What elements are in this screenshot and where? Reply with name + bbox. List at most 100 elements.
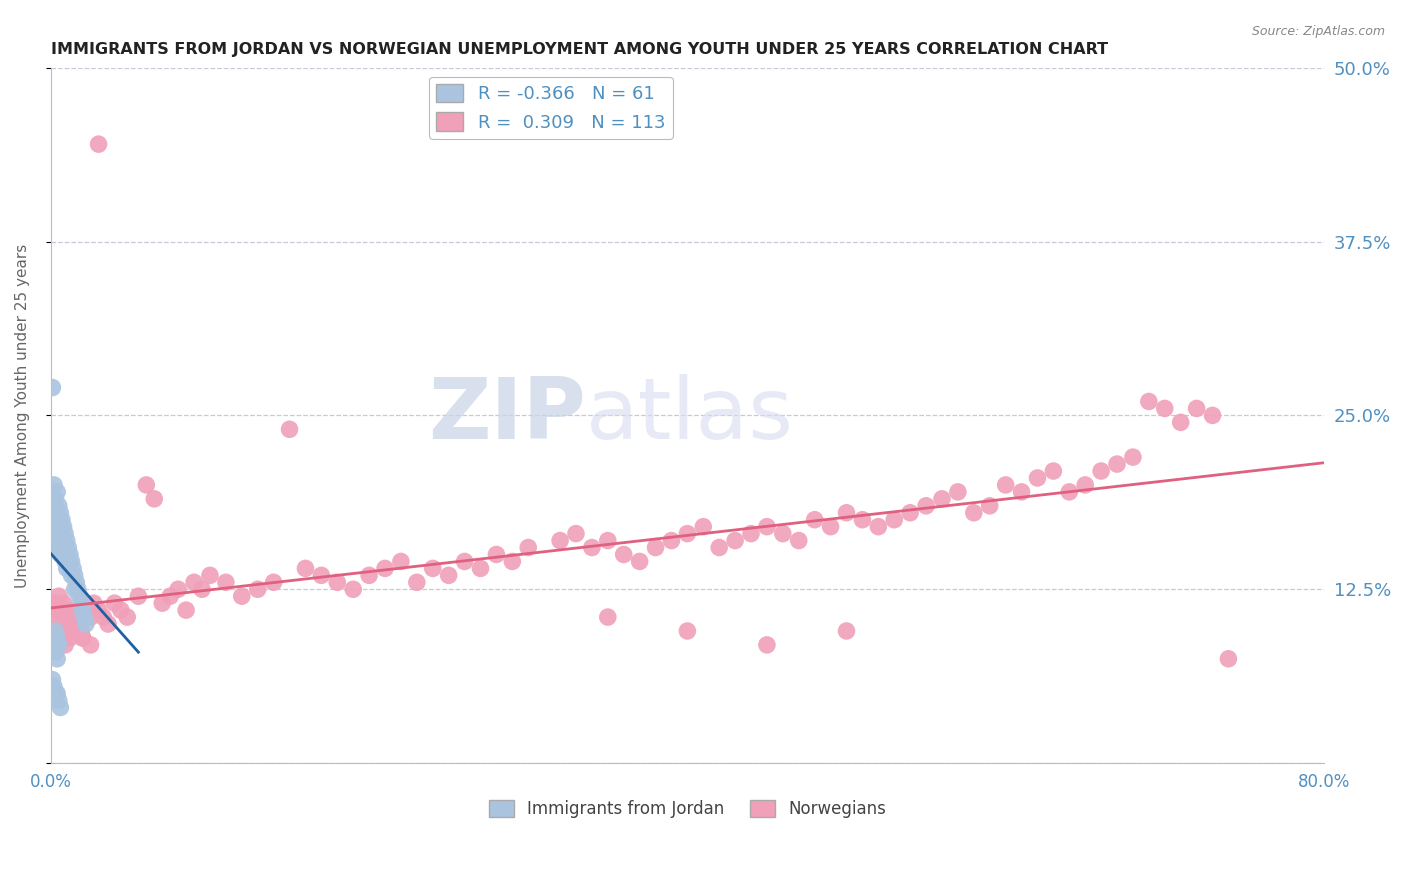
Point [62,561,84,575]
Point [453,554,475,568]
Point [58,624,80,638]
Point [49,519,72,533]
Point [755,638,778,652]
Point [48,499,70,513]
Point [755,519,778,533]
Point [53,541,76,555]
Point [55,561,77,575]
Point [46,652,69,666]
Point [53,638,76,652]
Point [159,589,181,603]
Point [596,610,619,624]
Point [644,541,666,555]
Point [62,617,84,632]
Point [48,638,70,652]
Point [127,589,149,603]
Point [49,533,72,548]
Point [79,638,101,652]
Point [1011,484,1033,499]
Point [59,561,82,575]
Point [359,568,381,582]
Point [898,506,921,520]
Point [1026,471,1049,485]
Point [42,680,65,694]
Point [110,603,132,617]
Point [51,624,73,638]
Point [692,519,714,533]
Point [41,673,63,687]
Point [946,484,969,499]
Text: atlas: atlas [585,374,793,457]
Legend: Immigrants from Jordan, Norwegians: Immigrants from Jordan, Norwegians [482,793,893,824]
Point [45,491,67,506]
Point [97,617,120,632]
Point [628,554,651,568]
Point [66,610,89,624]
Point [48,610,70,624]
Point [46,541,69,555]
Point [709,541,731,555]
Point [70,624,93,638]
Point [49,617,72,632]
Point [45,541,67,555]
Point [740,526,762,541]
Point [485,548,508,562]
Point [143,491,166,506]
Point [48,513,70,527]
Point [55,548,77,562]
Point [979,499,1001,513]
Text: ZIP: ZIP [427,374,585,457]
Point [994,478,1017,492]
Point [46,687,69,701]
Point [389,554,412,568]
Point [174,603,197,617]
Point [83,596,105,610]
Point [93,610,115,624]
Point [51,513,73,527]
Point [53,526,76,541]
Point [613,548,636,562]
Point [835,506,858,520]
Point [1218,652,1240,666]
Point [72,631,94,645]
Point [69,624,91,638]
Point [46,631,69,645]
Point [55,533,77,548]
Point [820,519,842,533]
Point [45,624,67,638]
Point [63,568,86,582]
Point [46,533,69,548]
Point [1153,401,1175,416]
Point [52,548,75,562]
Point [342,582,364,597]
Point [263,575,285,590]
Point [835,624,858,638]
Point [596,533,619,548]
Point [581,541,603,555]
Point [49,700,72,714]
Point [42,499,65,513]
Point [661,533,683,548]
Point [565,526,588,541]
Point [48,589,70,603]
Point [422,561,444,575]
Point [69,589,91,603]
Point [51,526,73,541]
Point [676,526,699,541]
Point [1059,484,1081,499]
Point [1122,450,1144,464]
Point [53,554,76,568]
Point [73,610,96,624]
Point [42,513,65,527]
Point [58,554,80,568]
Point [231,589,253,603]
Point [60,568,83,582]
Point [52,596,75,610]
Point [1137,394,1160,409]
Point [63,624,86,638]
Text: IMMIGRANTS FROM JORDAN VS NORWEGIAN UNEMPLOYMENT AMONG YOUTH UNDER 25 YEARS CORR: IMMIGRANTS FROM JORDAN VS NORWEGIAN UNEM… [51,42,1108,57]
Point [676,624,699,638]
Point [246,582,269,597]
Point [45,687,67,701]
Point [52,519,75,533]
